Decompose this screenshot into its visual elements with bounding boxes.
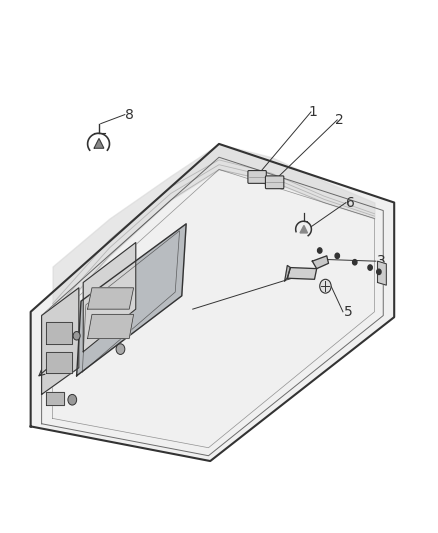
Polygon shape	[46, 392, 64, 405]
Polygon shape	[285, 265, 290, 281]
Polygon shape	[42, 288, 79, 394]
Polygon shape	[287, 268, 317, 279]
Polygon shape	[88, 288, 134, 309]
Circle shape	[73, 332, 80, 340]
Text: 6: 6	[346, 196, 355, 209]
Circle shape	[320, 279, 331, 293]
Polygon shape	[46, 352, 72, 373]
Circle shape	[116, 344, 125, 354]
Polygon shape	[378, 261, 386, 285]
Polygon shape	[94, 139, 104, 148]
Polygon shape	[83, 243, 136, 352]
Polygon shape	[46, 322, 72, 344]
Polygon shape	[300, 225, 307, 233]
FancyBboxPatch shape	[248, 171, 266, 183]
Text: 2: 2	[335, 113, 344, 127]
Circle shape	[368, 265, 372, 270]
Text: 5: 5	[344, 305, 353, 319]
Text: 8: 8	[125, 108, 134, 122]
FancyBboxPatch shape	[265, 176, 284, 189]
Text: 1: 1	[309, 105, 318, 119]
Polygon shape	[88, 314, 134, 338]
Circle shape	[353, 260, 357, 265]
Circle shape	[377, 269, 381, 274]
Text: 3: 3	[377, 254, 385, 268]
Circle shape	[68, 394, 77, 405]
Polygon shape	[31, 144, 394, 461]
Polygon shape	[77, 224, 186, 376]
Circle shape	[318, 248, 322, 253]
Polygon shape	[312, 256, 328, 269]
Circle shape	[335, 253, 339, 259]
